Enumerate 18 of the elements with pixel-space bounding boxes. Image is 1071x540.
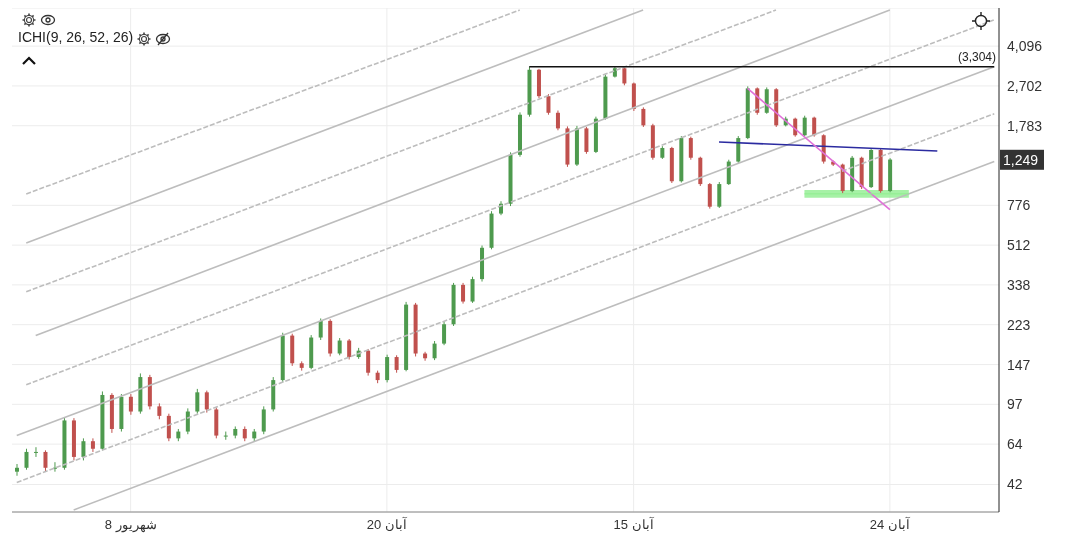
y-tick-label: 2,702 bbox=[1007, 77, 1043, 94]
x-tick-label: 20 آبان bbox=[366, 516, 408, 533]
y-tick-label: 338 bbox=[1007, 276, 1031, 293]
x-tick-label: 24 آبان bbox=[869, 516, 911, 533]
annotation: 1,249 bbox=[1003, 151, 1039, 168]
y-tick-label: 64 bbox=[1007, 436, 1023, 453]
y-tick-label: 147 bbox=[1007, 356, 1031, 373]
y-tick-label: 42 bbox=[1007, 476, 1023, 493]
y-tick-label: 1,783 bbox=[1007, 117, 1043, 134]
x-tick-label: 8 شهریور bbox=[104, 517, 157, 534]
y-tick-label: 223 bbox=[1007, 316, 1031, 333]
y-tick-label: 97 bbox=[1007, 396, 1023, 413]
y-tick-label: 512 bbox=[1007, 237, 1031, 254]
y-tick-label: 776 bbox=[1007, 197, 1031, 214]
annotation: (3,304) bbox=[957, 49, 996, 64]
y-tick-label: 4,096 bbox=[1007, 38, 1043, 55]
text: ICHI(9, 26, 52, 26) bbox=[18, 29, 134, 46]
x-tick-label: 15 آبان bbox=[613, 516, 655, 533]
